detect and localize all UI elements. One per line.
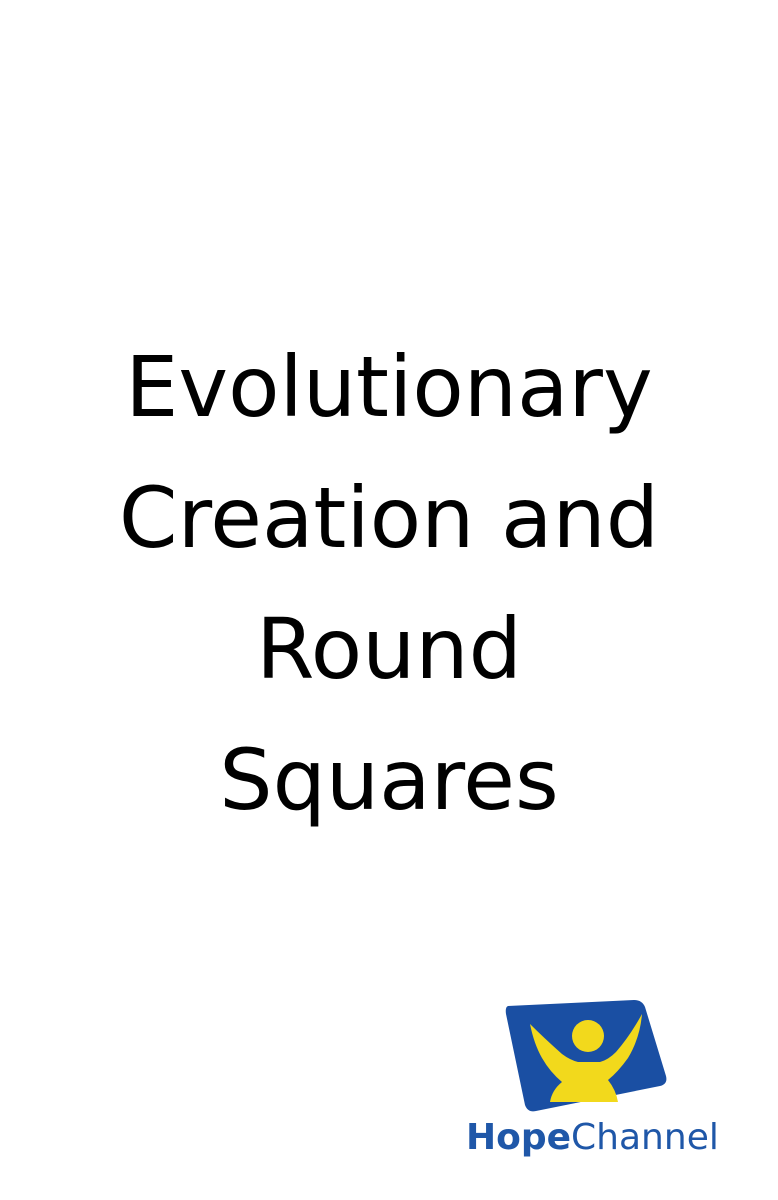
hope-channel-wordmark: HopeChannel	[466, 1116, 719, 1160]
title-line-3: Round	[256, 600, 522, 698]
title-line-4: Squares	[219, 731, 559, 829]
hope-channel-logo-icon	[505, 1000, 667, 1112]
title-line-2: Creation and	[118, 469, 660, 567]
wordmark-channel: Channel	[571, 1117, 719, 1158]
title-line-1: Evolutionary	[125, 338, 653, 436]
wordmark-hope: Hope	[466, 1117, 572, 1158]
hope-channel-logo: HopeChannel	[466, 998, 719, 1168]
page-title: Evolutionary Creation and Round Squares	[0, 322, 778, 846]
